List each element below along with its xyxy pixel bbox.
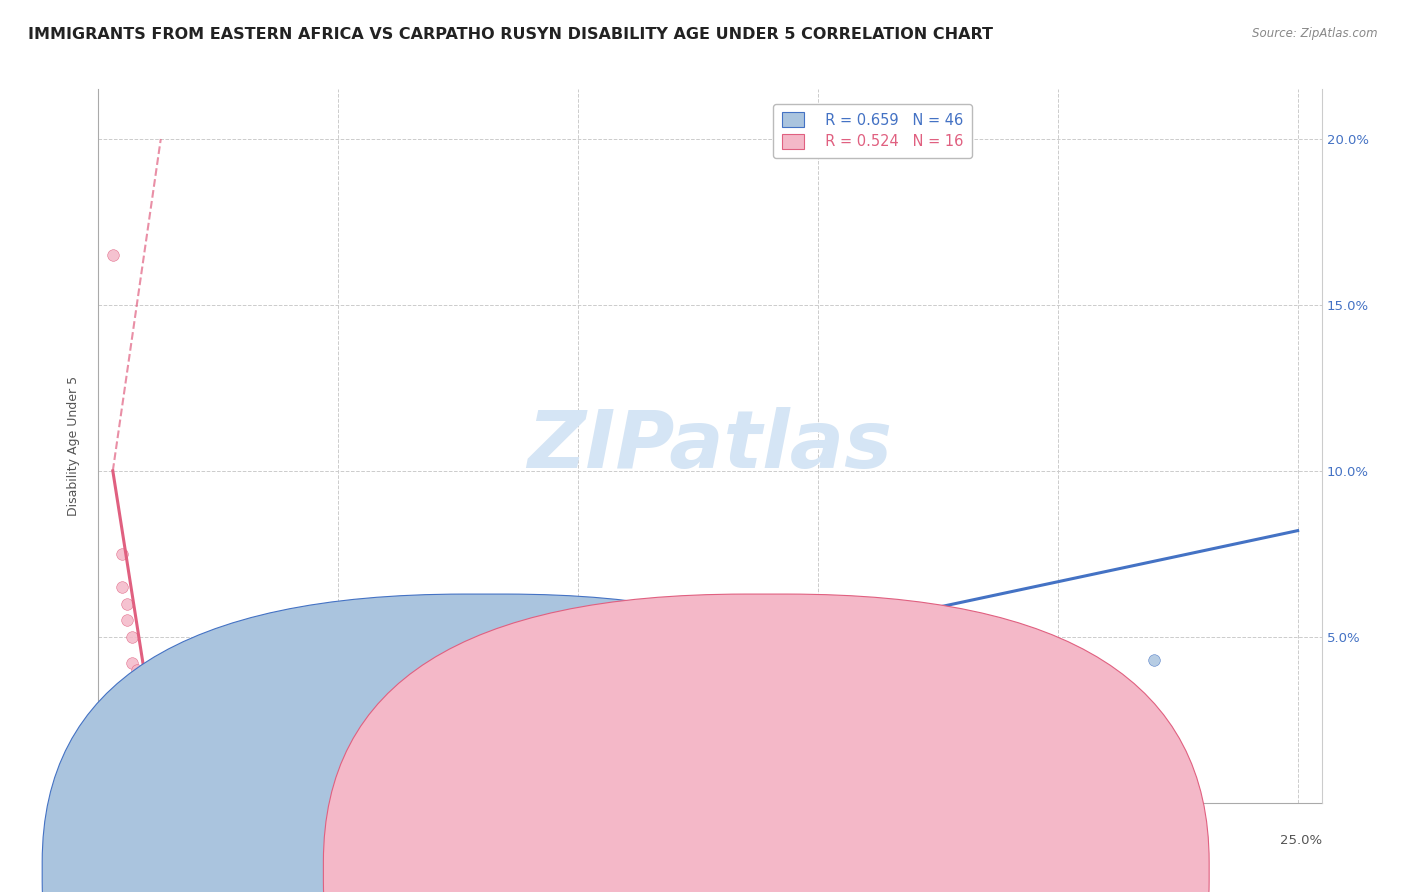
Point xyxy=(145,769,167,783)
Point xyxy=(111,779,134,793)
Point xyxy=(111,580,134,594)
Point xyxy=(107,776,129,790)
Text: ZIPatlas: ZIPatlas xyxy=(527,407,893,485)
Point xyxy=(101,782,124,797)
Point xyxy=(1143,653,1166,667)
Point xyxy=(125,680,148,694)
Point xyxy=(131,686,153,700)
Point xyxy=(121,776,143,790)
Point xyxy=(212,763,235,777)
Point xyxy=(141,776,163,790)
Point xyxy=(141,730,163,744)
Point xyxy=(121,657,143,671)
Point xyxy=(183,766,205,780)
Y-axis label: Disability Age Under 5: Disability Age Under 5 xyxy=(66,376,80,516)
Point xyxy=(165,769,187,783)
Point xyxy=(519,736,541,750)
Point xyxy=(336,730,359,744)
Point xyxy=(471,732,494,747)
Point xyxy=(115,772,138,787)
Point xyxy=(173,766,195,780)
Point xyxy=(288,742,311,756)
Point xyxy=(115,597,138,611)
Text: Carpatho Rusyns: Carpatho Rusyns xyxy=(794,859,900,871)
Point xyxy=(149,766,172,780)
Point xyxy=(240,763,263,777)
Point xyxy=(222,756,245,770)
Point xyxy=(135,769,157,783)
Point xyxy=(352,739,374,754)
Point xyxy=(903,633,925,648)
Point xyxy=(135,713,157,727)
Point xyxy=(217,759,239,773)
Point xyxy=(131,696,153,710)
Text: IMMIGRANTS FROM EASTERN AFRICA VS CARPATHO RUSYN DISABILITY AGE UNDER 5 CORRELAT: IMMIGRANTS FROM EASTERN AFRICA VS CARPAT… xyxy=(28,27,993,42)
Point xyxy=(115,613,138,627)
Point xyxy=(155,772,177,787)
Point xyxy=(111,547,134,561)
Point xyxy=(141,723,163,737)
Point xyxy=(169,772,191,787)
Point xyxy=(207,759,229,773)
Point xyxy=(614,730,637,744)
Point xyxy=(91,786,114,800)
Point xyxy=(399,730,422,744)
Point xyxy=(101,248,124,262)
Text: 0.0%: 0.0% xyxy=(98,834,132,847)
Text: 25.0%: 25.0% xyxy=(1279,834,1322,847)
Legend:   R = 0.659   N = 46,   R = 0.524   N = 16: R = 0.659 N = 46, R = 0.524 N = 16 xyxy=(773,103,972,158)
Point xyxy=(121,630,143,644)
Point xyxy=(231,756,253,770)
Point xyxy=(179,763,201,777)
Point xyxy=(254,753,277,767)
Point xyxy=(97,779,120,793)
Point xyxy=(270,759,292,773)
Point xyxy=(375,732,398,747)
Point xyxy=(423,726,446,740)
Text: Immigrants from Eastern Africa: Immigrants from Eastern Africa xyxy=(513,859,709,871)
Point xyxy=(125,772,148,787)
Text: Source: ZipAtlas.com: Source: ZipAtlas.com xyxy=(1253,27,1378,40)
Point xyxy=(318,736,340,750)
Point xyxy=(447,739,470,754)
Point xyxy=(125,663,148,677)
Point xyxy=(197,766,219,780)
Point xyxy=(202,769,225,783)
Point xyxy=(135,703,157,717)
Point xyxy=(304,732,326,747)
Point xyxy=(188,759,211,773)
Point xyxy=(145,736,167,750)
Point xyxy=(193,763,215,777)
Point xyxy=(131,769,153,783)
Point xyxy=(159,763,181,777)
